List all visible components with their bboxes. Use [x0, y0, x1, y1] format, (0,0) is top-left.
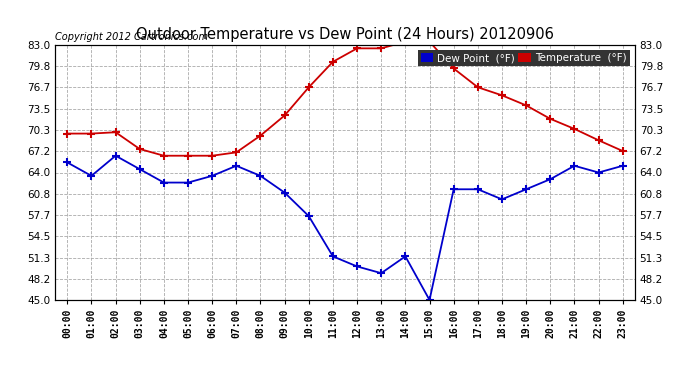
- Legend: Dew Point  (°F), Temperature  (°F): Dew Point (°F), Temperature (°F): [417, 50, 629, 66]
- Title: Outdoor Temperature vs Dew Point (24 Hours) 20120906: Outdoor Temperature vs Dew Point (24 Hou…: [136, 27, 554, 42]
- Text: Copyright 2012 Cartronics.com: Copyright 2012 Cartronics.com: [55, 33, 208, 42]
